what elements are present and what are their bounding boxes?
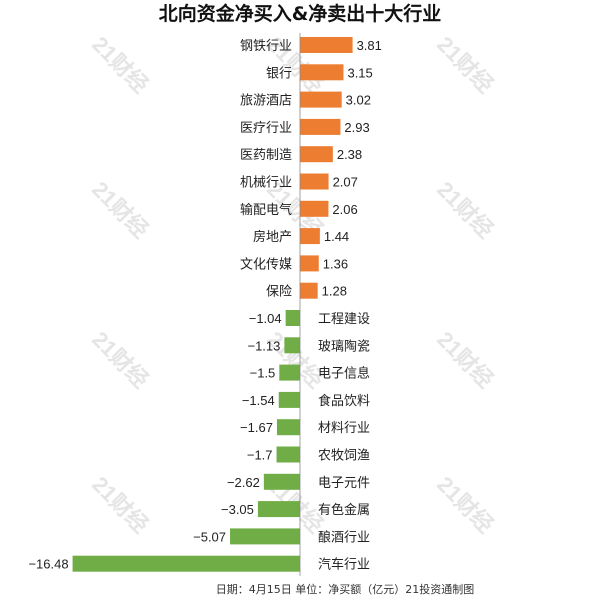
bar-17 bbox=[263, 473, 300, 490]
category-label: 农牧饲渔 bbox=[318, 449, 370, 464]
bar-7 bbox=[300, 200, 329, 217]
bar-2 bbox=[300, 64, 344, 81]
value-label: −5.07 bbox=[193, 529, 226, 544]
value-label: −1.67 bbox=[240, 420, 273, 435]
category-label: 电子元件 bbox=[318, 476, 370, 491]
bar-12 bbox=[284, 337, 300, 354]
watermark: 21财经 bbox=[432, 32, 498, 98]
bar-18 bbox=[257, 501, 300, 518]
bar-6 bbox=[300, 173, 329, 190]
category-label: 食品饮料 bbox=[318, 393, 370, 409]
bar-14 bbox=[278, 391, 300, 408]
category-label: 医疗行业 bbox=[240, 121, 292, 136]
category-label: 银行 bbox=[266, 66, 292, 81]
watermark: 21财经 bbox=[262, 327, 328, 393]
bar-20 bbox=[72, 555, 301, 572]
bar-10 bbox=[300, 282, 318, 299]
value-label: 1.36 bbox=[323, 256, 348, 271]
category-label: 电子信息 bbox=[318, 366, 370, 382]
bar-5 bbox=[300, 146, 333, 163]
bar-3 bbox=[300, 91, 342, 108]
value-label: 1.44 bbox=[324, 229, 349, 244]
watermark: 21财经 bbox=[87, 177, 153, 243]
watermark: 21财经 bbox=[87, 472, 153, 538]
footer-note: 日期：4月15日 单位：净买额（亿元）21投资通制图 bbox=[216, 582, 475, 596]
category-label: 旅游酒店 bbox=[240, 94, 292, 109]
category-label: 材料行业 bbox=[318, 421, 370, 436]
value-label: 3.81 bbox=[357, 38, 382, 53]
value-label: −1.13 bbox=[247, 338, 280, 353]
category-label: 钢铁行业 bbox=[240, 39, 292, 54]
bar-15 bbox=[276, 419, 300, 436]
category-label: 玻璃陶瓷 bbox=[318, 338, 370, 354]
value-label: 1.28 bbox=[322, 284, 347, 299]
value-label: 2.38 bbox=[337, 147, 362, 162]
watermark: 21财经 bbox=[87, 32, 153, 98]
value-label: −1.54 bbox=[242, 393, 275, 408]
value-label: −2.62 bbox=[227, 475, 260, 490]
category-label: 文化传媒 bbox=[240, 257, 292, 272]
value-label: −3.05 bbox=[221, 502, 254, 517]
value-label: 2.06 bbox=[332, 202, 357, 217]
bar-11 bbox=[285, 310, 300, 326]
category-label: 工程建设 bbox=[318, 312, 370, 327]
bar-13 bbox=[279, 364, 300, 381]
bars-group: 钢铁行业 3.81 银行 3.15 旅游酒店 3.02 医疗行业 2.93 医药制造 2.38 机械… bbox=[28, 37, 382, 573]
category-label: 汽车行业 bbox=[318, 557, 370, 573]
value-label: −1.04 bbox=[249, 311, 282, 326]
category-label: 保险 bbox=[266, 285, 292, 300]
watermark: 21财经 bbox=[432, 177, 498, 243]
chart-title: 北向资金净买入&净卖出十大行业 bbox=[159, 2, 442, 25]
bar-19 bbox=[230, 528, 300, 545]
value-label: −1.5 bbox=[250, 366, 276, 381]
watermark: 21财经 bbox=[87, 327, 153, 393]
bar-8 bbox=[300, 228, 320, 245]
category-label: 有色金属 bbox=[318, 502, 370, 518]
value-label: −1.7 bbox=[247, 448, 273, 463]
bar-16 bbox=[276, 446, 300, 463]
bar-4 bbox=[300, 118, 341, 135]
category-label: 医药制造 bbox=[240, 148, 292, 163]
category-label: 酿酒行业 bbox=[318, 529, 370, 545]
category-label: 输配电气 bbox=[240, 202, 292, 218]
value-label: 2.93 bbox=[344, 120, 369, 135]
watermark: 21财经 bbox=[432, 472, 498, 538]
category-label: 机械行业 bbox=[240, 176, 292, 191]
value-label: 3.02 bbox=[346, 93, 371, 108]
value-label: −16.48 bbox=[28, 557, 68, 572]
watermark: 21财经 bbox=[432, 327, 498, 393]
bar-9 bbox=[300, 255, 319, 272]
bar-1 bbox=[300, 37, 353, 53]
category-label: 房地产 bbox=[253, 229, 292, 245]
value-label: 2.07 bbox=[333, 175, 358, 190]
value-label: 3.15 bbox=[347, 65, 372, 80]
